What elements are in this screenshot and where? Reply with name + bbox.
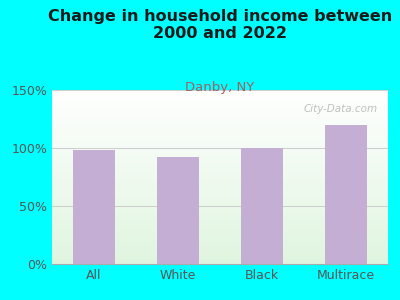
Text: Change in household income between
2000 and 2022: Change in household income between 2000 … <box>48 9 392 41</box>
Text: Danby, NY: Danby, NY <box>185 81 255 94</box>
Bar <box>325 125 367 264</box>
Bar <box>241 148 283 264</box>
Bar <box>157 157 199 264</box>
Bar <box>73 150 115 264</box>
Text: City-Data.com: City-Data.com <box>304 104 378 114</box>
